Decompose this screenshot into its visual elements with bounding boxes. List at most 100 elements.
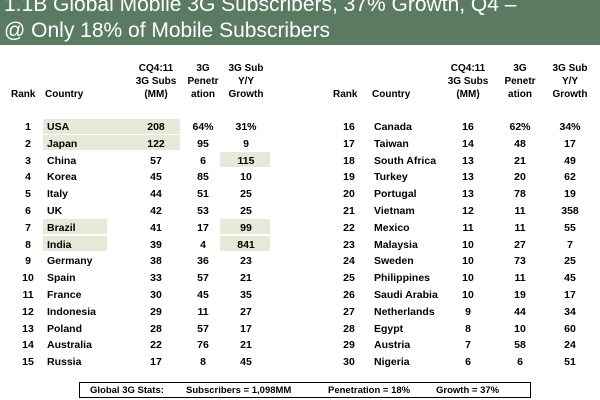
left-header-growth: 3G Sub Y/Y Growth [223,62,269,101]
left-cell-country: Korea [47,171,77,184]
right-cell-subs: 9 [465,305,471,318]
right-header-country: Country [372,89,411,100]
right-cell-subs: 10 [462,238,474,251]
right-cell-country: Mexico [374,221,410,234]
right-header-subs: CQ4:11 3G Subs (MM) [440,62,496,101]
right-cell-pen: 78 [514,188,526,201]
left-cell-rank: 1 [25,121,31,133]
right-cell-pen: 62% [509,121,531,133]
left-cell-subs: 208 [147,121,165,133]
left-cell-subs: 39 [150,238,162,251]
left-cell-pen: 95 [197,137,209,150]
left-cell-country: India [47,238,72,251]
left-cell-growth: 21 [240,272,252,285]
right-cell-rank: 23 [343,238,355,251]
header-pen-line-1: 3G [196,63,210,74]
left-cell-growth: 35 [240,289,252,301]
left-cell-rank: 10 [22,272,34,285]
slide-title-line-2: @ Only 18% of Mobile Subscribers [4,19,330,42]
right-cell-growth: 62 [564,171,576,184]
highlight-brazil-growth [220,219,270,234]
right-cell-subs: 10 [462,255,474,268]
left-header-subs: CQ4:11 3G Subs (MM) [128,62,184,101]
right-cell-subs: 7 [465,339,471,352]
header-growth-line-1: 3G Sub [552,63,588,74]
left-cell-pen: 4 [200,238,206,251]
left-cell-growth: 99 [240,221,252,234]
right-cell-pen: 27 [514,238,526,251]
left-cell-growth: 841 [237,238,255,251]
title-bar: 1.1B Global Mobile 3G Subscribers, 37% G… [0,0,600,45]
left-cell-country: Germany [47,255,93,268]
left-cell-rank: 4 [25,171,31,184]
right-cell-rank: 18 [343,154,355,167]
left-cell-country: Japan [47,137,78,150]
highlight-india-country [43,236,107,251]
left-cell-country: Italy [47,188,69,201]
footer-growth: Growth = 37% [436,385,500,396]
highlight-brazil-country [43,219,107,234]
right-cell-pen: 10 [514,322,526,335]
left-cell-rank: 3 [25,154,31,167]
left-cell-subs: 29 [150,305,162,318]
left-cell-pen: 36 [197,255,209,268]
right-cell-growth: 24 [564,339,576,352]
header-pen-line-3: ation [508,89,532,100]
right-cell-pen: 6 [517,356,523,369]
left-cell-pen: 76 [197,339,209,352]
right-cell-country: Malaysia [374,238,418,251]
right-cell-country: Nigeria [374,356,410,369]
right-cell-country: Canada [374,121,412,133]
right-cell-growth: 358 [561,205,579,217]
left-cell-country: China [47,154,77,167]
left-cell-subs: 44 [150,188,162,201]
right-cell-rank: 17 [343,137,355,150]
left-cell-pen: 85 [197,171,209,184]
left-cell-subs: 22 [150,339,162,352]
right-cell-rank: 29 [343,339,355,352]
left-cell-subs: 45 [150,171,162,184]
right-cell-rank: 19 [343,171,355,184]
left-cell-growth: 17 [240,322,252,335]
header-growth-line-3: Growth [552,89,588,100]
right-cell-growth: 51 [564,356,576,369]
right-cell-pen: 11 [514,205,526,217]
right-header-penetration: 3G Penetr ation [500,62,540,101]
right-cell-rank: 20 [343,188,355,201]
left-cell-growth: 25 [240,205,252,217]
right-cell-rank: 27 [343,305,355,318]
left-cell-rank: 8 [25,238,31,251]
right-cell-pen: 11 [514,272,526,285]
right-cell-subs: 12 [462,205,474,217]
left-cell-rank: 14 [22,339,34,352]
right-cell-country: Vietnam [374,205,415,217]
left-cell-rank: 6 [25,205,31,217]
left-cell-rank: 9 [25,255,31,268]
header-pen-line-2: Penetr [504,76,536,87]
right-cell-rank: 16 [343,121,355,133]
header-subs-line-2: 3G Subs [447,76,489,87]
right-cell-subs: 14 [462,137,474,150]
right-cell-rank: 22 [343,221,355,234]
right-cell-subs: 8 [465,322,471,335]
right-cell-country: Portugal [374,188,417,201]
left-cell-growth: 45 [240,356,252,369]
header-growth-line-3: Growth [228,89,264,100]
right-cell-country: Philippines [374,272,431,285]
right-cell-growth: 55 [564,221,576,234]
right-cell-growth: 49 [564,154,576,167]
right-cell-country: Egypt [374,322,404,335]
left-cell-subs: 122 [147,137,165,150]
footer-penetration: Penetration = 18% [328,385,411,396]
footer-subscribers: Subscribers = 1,098MM [186,385,292,396]
left-cell-country: France [47,289,82,301]
right-cell-growth: 7 [567,238,573,251]
left-cell-pen: 11 [197,305,209,318]
left-cell-subs: 33 [150,272,162,285]
left-cell-country: USA [47,121,70,133]
right-cell-rank: 26 [343,289,355,301]
left-cell-growth: 27 [240,305,252,318]
right-cell-subs: 13 [462,188,474,201]
right-cell-country: Turkey [374,171,408,184]
right-cell-growth: 45 [564,272,576,285]
